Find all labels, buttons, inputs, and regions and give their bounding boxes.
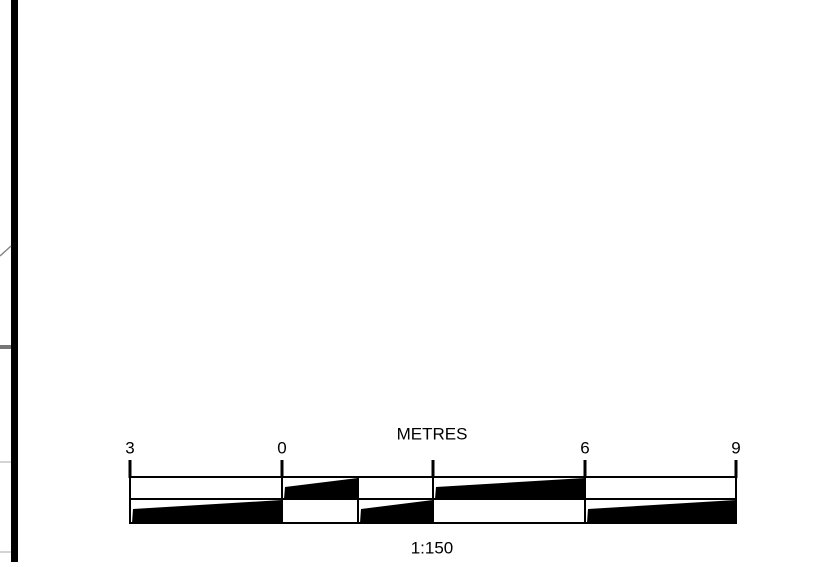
scale-block — [132, 500, 282, 523]
scale-block — [435, 478, 585, 499]
frame-edge — [11, 0, 18, 562]
drawing-line — [0, 345, 11, 349]
tick-label: 3 — [125, 438, 134, 457]
tick-label: 9 — [731, 438, 740, 457]
drawing-line — [0, 245, 12, 257]
scale-block — [587, 500, 736, 523]
unit-label: METRES — [397, 424, 468, 443]
tick-label: 0 — [277, 438, 286, 457]
scale-block — [284, 478, 358, 499]
scale-block — [360, 500, 433, 523]
tick-label: 6 — [580, 438, 589, 457]
scale-bar — [128, 460, 738, 524]
scale-label: 1:150 — [411, 538, 454, 557]
